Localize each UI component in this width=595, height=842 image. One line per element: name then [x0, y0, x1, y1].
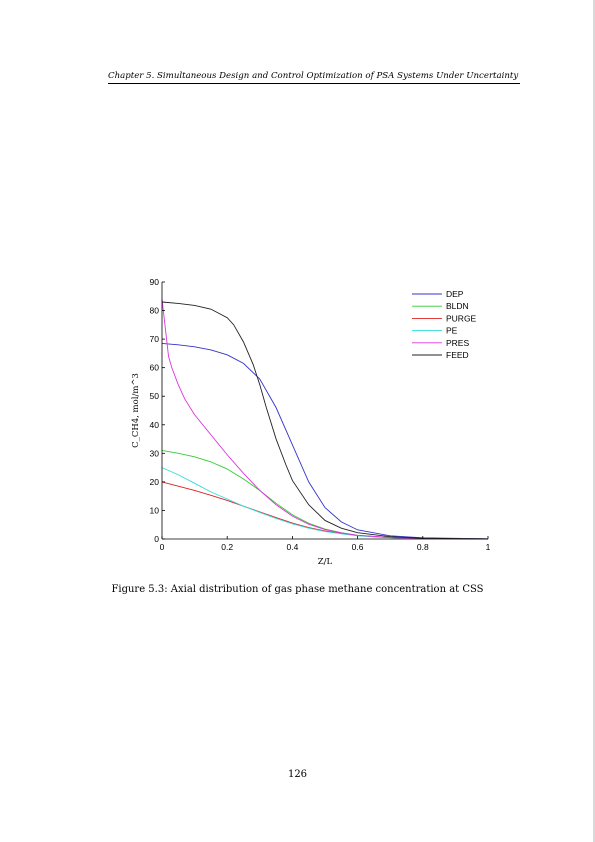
series-line-purge — [161, 481, 489, 540]
y-axis-label: C_CH4, mol/m^3 — [131, 373, 141, 448]
chart-axes: 0 0.2 0.4 0.6 0.8 10102030405060708090Z/LC_CH… — [131, 277, 491, 567]
y-tick-label: 90 — [150, 277, 160, 287]
x-tick-label: 0.8 — [417, 542, 429, 552]
series-line-pres — [161, 299, 489, 540]
plot-area — [161, 299, 489, 540]
page-number: 126 — [287, 769, 308, 780]
x-tick-label: 0 — [160, 542, 165, 552]
legend-label-pe: PE — [446, 326, 458, 336]
series-line-bldn — [161, 450, 489, 540]
line-chart: 0 0.2 0.4 0.6 0.8 10102030405060708090Z/LC_CH… — [131, 277, 491, 567]
page-edge-shadow — [593, 0, 595, 842]
x-axis-label: Z/L — [318, 557, 333, 567]
y-tick-label: 40 — [150, 420, 160, 430]
x-tick-label: 0.6 — [352, 542, 364, 552]
figure-caption: Figure 5.3: Axial distribution of gas ph… — [111, 584, 484, 595]
legend-label-pres: PRES — [446, 338, 469, 348]
y-tick-label: 30 — [150, 448, 160, 458]
legend-label-purge: PURGE — [446, 313, 477, 323]
x-tick-label: 0.4 — [286, 542, 298, 552]
legend-label-dep: DEP — [446, 289, 464, 299]
legend-label-feed: FEED — [446, 350, 469, 360]
y-tick-label: 10 — [150, 505, 160, 515]
series-line-feed — [161, 301, 489, 540]
y-tick-label: 50 — [150, 391, 160, 401]
y-tick-label: 80 — [150, 306, 160, 316]
y-tick-label: 60 — [150, 363, 160, 373]
y-tick-label: 20 — [150, 477, 160, 487]
series-line-dep — [161, 342, 489, 540]
running-header: Chapter 5. Simultaneous Design and Contr… — [108, 71, 520, 84]
x-tick-label: 1 — [486, 542, 491, 552]
x-tick-label: 0.2 — [221, 542, 233, 552]
chart-legend: DEP BLDN PURGE PE PRES FEED — [412, 289, 477, 360]
y-tick-label: 70 — [150, 334, 160, 344]
y-tick-label: 0 — [154, 534, 159, 544]
legend-label-bldn: BLDN — [446, 301, 469, 311]
series-line-pe — [161, 467, 489, 540]
